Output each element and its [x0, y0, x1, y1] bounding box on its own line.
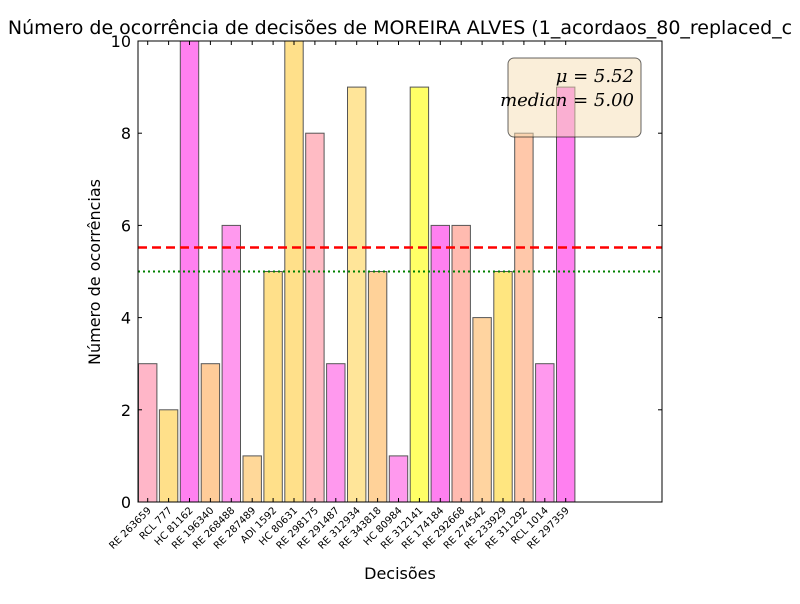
chart-title: Número de ocorrência de decisões de MORE…	[8, 17, 792, 39]
bar-13	[409, 86, 430, 503]
y-tick-label: 2	[121, 401, 131, 420]
bar-11	[367, 271, 388, 503]
plot-frame	[137, 40, 663, 503]
bar-15	[451, 224, 471, 503]
bar-14	[430, 224, 451, 503]
bar-5	[242, 455, 262, 503]
stats-median-label: median = 5.00	[500, 90, 634, 111]
bar-17	[493, 271, 513, 503]
bar-1	[158, 409, 179, 503]
bar-10	[347, 86, 367, 503]
y-tick-label: 0	[121, 493, 131, 512]
y-axis-label: Número de ocorrências	[85, 179, 104, 365]
bar-9	[326, 363, 346, 503]
y-tick-label: 6	[121, 216, 131, 235]
y-tick-label: 4	[121, 309, 131, 328]
bar-4	[221, 224, 242, 503]
bar-19	[535, 363, 555, 503]
y-tick-label: 10	[111, 32, 131, 51]
reference-lines	[138, 246, 662, 273]
bar-16	[472, 317, 492, 503]
bar-6	[263, 271, 283, 503]
bar-0	[138, 363, 158, 503]
stats-mean-label: μ = 5.52	[556, 66, 634, 87]
bar-3	[200, 363, 221, 503]
bar-8	[305, 132, 325, 503]
y-tick-label: 8	[121, 124, 131, 143]
bar-18	[514, 132, 534, 503]
bar-12	[388, 455, 409, 503]
stats-box: μ = 5.52 median = 5.00	[500, 57, 642, 138]
bar-20	[556, 86, 576, 503]
x-axis-label: Decisões	[364, 564, 436, 583]
stats-box-background	[507, 57, 642, 138]
